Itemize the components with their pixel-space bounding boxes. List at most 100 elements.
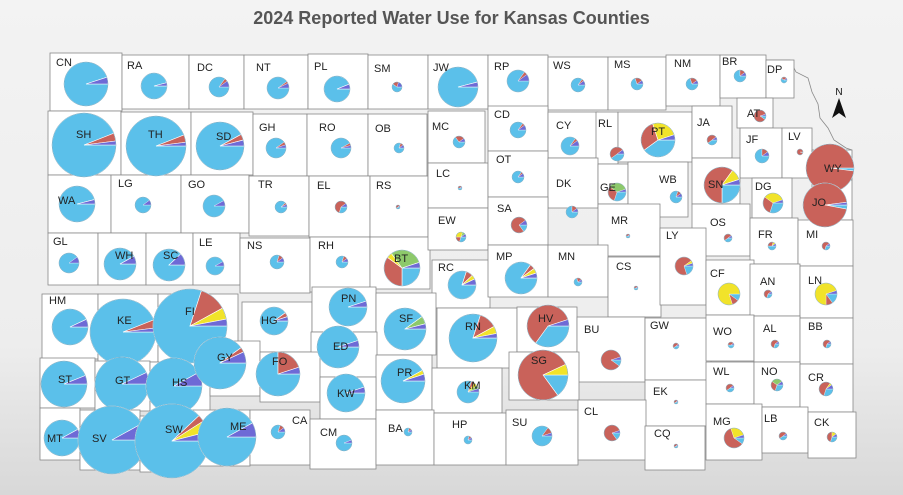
pie-jf: [754, 148, 770, 164]
pie-wo: [727, 341, 735, 349]
county-ba: [375, 409, 435, 466]
pie-outline: [456, 380, 480, 404]
pie-outline: [270, 424, 286, 440]
pie-rn: [448, 313, 498, 363]
pie-outline: [770, 378, 784, 392]
pie-outline: [727, 341, 735, 349]
pie-outline: [763, 289, 773, 299]
pie-ja: [706, 134, 718, 146]
pie-outline: [573, 277, 583, 287]
pie-outline: [274, 200, 288, 214]
pie-outline: [63, 61, 109, 107]
county-label: CF: [710, 268, 725, 280]
pie-jo: [802, 182, 848, 228]
county-label: GL: [53, 236, 68, 248]
county-label: WB: [659, 174, 677, 186]
county-label: SM: [374, 63, 391, 75]
county-label: MP: [496, 251, 513, 263]
pie-outline: [335, 434, 353, 452]
pie-sw: [134, 403, 210, 479]
pie-outline: [383, 307, 427, 351]
pie-outline: [770, 339, 780, 349]
pie-outline: [197, 407, 257, 467]
pie-rs: [395, 204, 401, 210]
pie-dg: [762, 192, 784, 214]
county-label: SF: [399, 313, 413, 325]
pie-outline: [134, 196, 152, 214]
county-label: PL: [314, 61, 327, 73]
pie-lb: [778, 431, 788, 441]
pie-nm: [685, 77, 699, 91]
county-label: EW: [438, 215, 456, 227]
pie-os: [723, 233, 733, 243]
county-ja: [691, 105, 733, 159]
pie-rc: [447, 270, 477, 300]
county-label: WH: [115, 250, 133, 262]
county-label: SD: [216, 131, 231, 143]
pie-outline: [778, 431, 788, 441]
pie-outline: [607, 182, 627, 202]
county-at: [736, 97, 774, 129]
county-rc: [431, 259, 491, 309]
map-title: 2024 Reported Water Use for Kansas Count…: [253, 8, 650, 28]
county-label: MG: [713, 416, 731, 428]
county-label: BB: [808, 321, 823, 333]
county-label: RA: [127, 60, 143, 72]
pie-wh: [103, 247, 137, 281]
pie-sn: [703, 166, 741, 204]
county-label: LE: [199, 237, 212, 249]
county-label: PN: [341, 293, 356, 305]
county-label: SH: [76, 129, 91, 141]
county-label: BU: [584, 324, 599, 336]
pie-outline: [316, 325, 360, 369]
pie-outline: [58, 252, 80, 274]
county-lb: [761, 406, 809, 454]
pie-outline: [328, 287, 368, 327]
pie-ln: [814, 282, 838, 306]
pie-dp: [780, 76, 788, 84]
pie-no: [770, 378, 784, 392]
county-label: MT: [47, 433, 63, 445]
pie-lg: [134, 196, 152, 214]
county-label: ME: [230, 421, 247, 433]
pie-sf: [383, 307, 427, 351]
county-label: LV: [788, 131, 801, 143]
pie-outline: [202, 194, 226, 218]
pie-rp: [506, 69, 530, 93]
pie-sm: [391, 81, 403, 93]
county-label: RS: [376, 180, 391, 192]
county-label: GY: [217, 352, 234, 364]
pie-cd: [509, 121, 527, 139]
pie-outline: [255, 351, 301, 397]
county-label: MI: [806, 229, 818, 241]
pie-km: [456, 380, 480, 404]
county-label: AL: [763, 323, 776, 335]
county-label: SN: [708, 179, 723, 191]
county-label: CD: [494, 109, 510, 121]
county-label: DC: [197, 62, 213, 74]
pie-outline: [103, 247, 137, 281]
county-boundaries: [39, 52, 857, 473]
county-label: BT: [394, 253, 408, 265]
county-label: GH: [259, 122, 276, 134]
county-label: DK: [556, 178, 572, 190]
county-label: OB: [375, 123, 391, 135]
north-arrow-icon: N: [832, 87, 846, 118]
pie-outline: [511, 170, 525, 184]
north-arrow-shape: [832, 98, 846, 118]
pie-slice: [727, 344, 735, 349]
county-label: BR: [722, 56, 737, 68]
county-label: RP: [494, 61, 509, 73]
county-label: AN: [760, 276, 775, 288]
county-label: WO: [713, 326, 732, 338]
pie-outline: [152, 248, 186, 282]
pie-outline: [58, 185, 96, 223]
county-label: RN: [465, 321, 481, 333]
county-label: SU: [512, 417, 527, 429]
pie-ms: [630, 77, 644, 91]
pie-cl: [603, 424, 621, 442]
county-label: HM: [49, 295, 66, 307]
pie-outline: [205, 256, 225, 276]
county-label: HP: [452, 419, 467, 431]
